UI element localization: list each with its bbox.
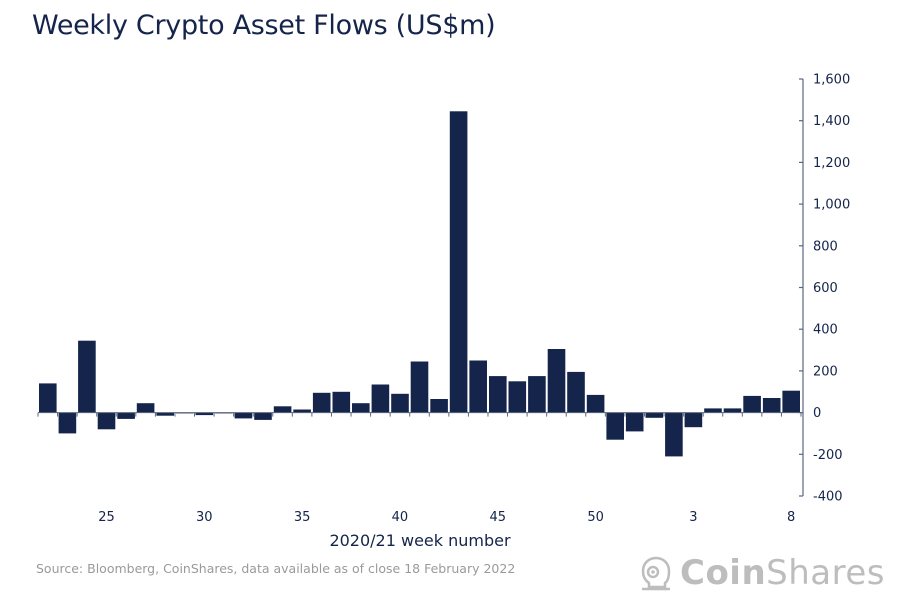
x-tick-label: 8 bbox=[787, 510, 795, 525]
y-tick-label: 800 bbox=[813, 239, 838, 254]
y-tick-label: -400 bbox=[813, 490, 843, 505]
source-note: Source: Bloomberg, CoinShares, data avai… bbox=[36, 561, 516, 576]
bar-week-22 bbox=[39, 383, 57, 413]
bar-week-44 bbox=[469, 360, 487, 413]
bar-week-28 bbox=[156, 412, 174, 416]
y-tick-label: 200 bbox=[813, 364, 838, 379]
bar-week-27 bbox=[136, 403, 155, 413]
bar-week-40 bbox=[391, 393, 409, 413]
bar-week-2 bbox=[665, 412, 683, 457]
y-tick-label: 1,400 bbox=[813, 114, 850, 129]
astronaut-helmet-icon bbox=[641, 556, 671, 591]
bar-week-47 bbox=[528, 376, 546, 413]
bar-week-5 bbox=[723, 408, 742, 413]
bar-week-50 bbox=[586, 394, 605, 413]
x-tick-label: 50 bbox=[587, 510, 604, 525]
y-tick-label: 1,200 bbox=[813, 156, 850, 171]
bar-week-37 bbox=[332, 391, 351, 413]
y-tick-label: 600 bbox=[813, 281, 838, 296]
bar-week-7 bbox=[762, 398, 781, 413]
bar-week-6 bbox=[743, 395, 761, 413]
x-axis-label: 2020/21 week number bbox=[329, 531, 511, 550]
bar-week-24 bbox=[78, 340, 96, 413]
bar-week-39 bbox=[371, 384, 390, 413]
y-tick-label: -200 bbox=[813, 448, 843, 463]
bar-week-35 bbox=[293, 409, 311, 413]
x-axis: 25 30 35 40 45 50 3 8 bbox=[37, 412, 802, 525]
bar-week-8 bbox=[782, 390, 800, 413]
x-tick-label: 25 bbox=[98, 510, 115, 525]
bar-week-41 bbox=[410, 361, 429, 413]
bar-week-4 bbox=[704, 408, 722, 413]
bar-week-1 bbox=[645, 412, 664, 418]
x-tick-label: 3 bbox=[689, 510, 697, 525]
bar-week-43 bbox=[449, 111, 468, 413]
bar-week-45 bbox=[489, 376, 507, 413]
chart-title: Weekly Crypto Asset Flows (US$m) bbox=[32, 10, 496, 41]
bar-week-23 bbox=[58, 412, 77, 434]
logo-text-light: Shares bbox=[766, 553, 886, 593]
bar-week-25 bbox=[97, 412, 116, 430]
y-tick-label: 1,600 bbox=[813, 73, 850, 88]
bar-week-52 bbox=[625, 412, 644, 432]
logo-text-bold: Coin bbox=[680, 553, 767, 593]
bar-week-42 bbox=[430, 399, 448, 413]
bars-group bbox=[39, 111, 800, 457]
bar-week-34 bbox=[273, 406, 292, 413]
bar-week-36 bbox=[312, 392, 331, 413]
y-axis: -400 -200 0 200 400 600 800 1,000 1,200 1,400 1,60… bbox=[799, 73, 850, 505]
y-tick-label: 1,000 bbox=[813, 198, 850, 213]
y-tick-label: 400 bbox=[813, 323, 838, 338]
bar-week-38 bbox=[352, 403, 370, 413]
bar-week-49 bbox=[567, 371, 585, 413]
bar-week-32 bbox=[234, 412, 253, 419]
bar-week-48 bbox=[547, 349, 566, 413]
y-tick-label: 0 bbox=[813, 406, 821, 421]
bar-week-51 bbox=[606, 412, 624, 440]
bar-week-26 bbox=[117, 412, 135, 419]
coinshares-logo: CoinShares bbox=[640, 553, 885, 593]
bar-week-30 bbox=[195, 412, 214, 416]
bar-week-3 bbox=[684, 412, 703, 428]
x-tick-label: 45 bbox=[490, 510, 507, 525]
x-tick-label: 35 bbox=[294, 510, 311, 525]
bar-week-46 bbox=[508, 381, 527, 413]
x-tick-label: 30 bbox=[196, 510, 213, 525]
x-tick-label: 40 bbox=[392, 510, 409, 525]
bar-week-33 bbox=[254, 412, 272, 420]
